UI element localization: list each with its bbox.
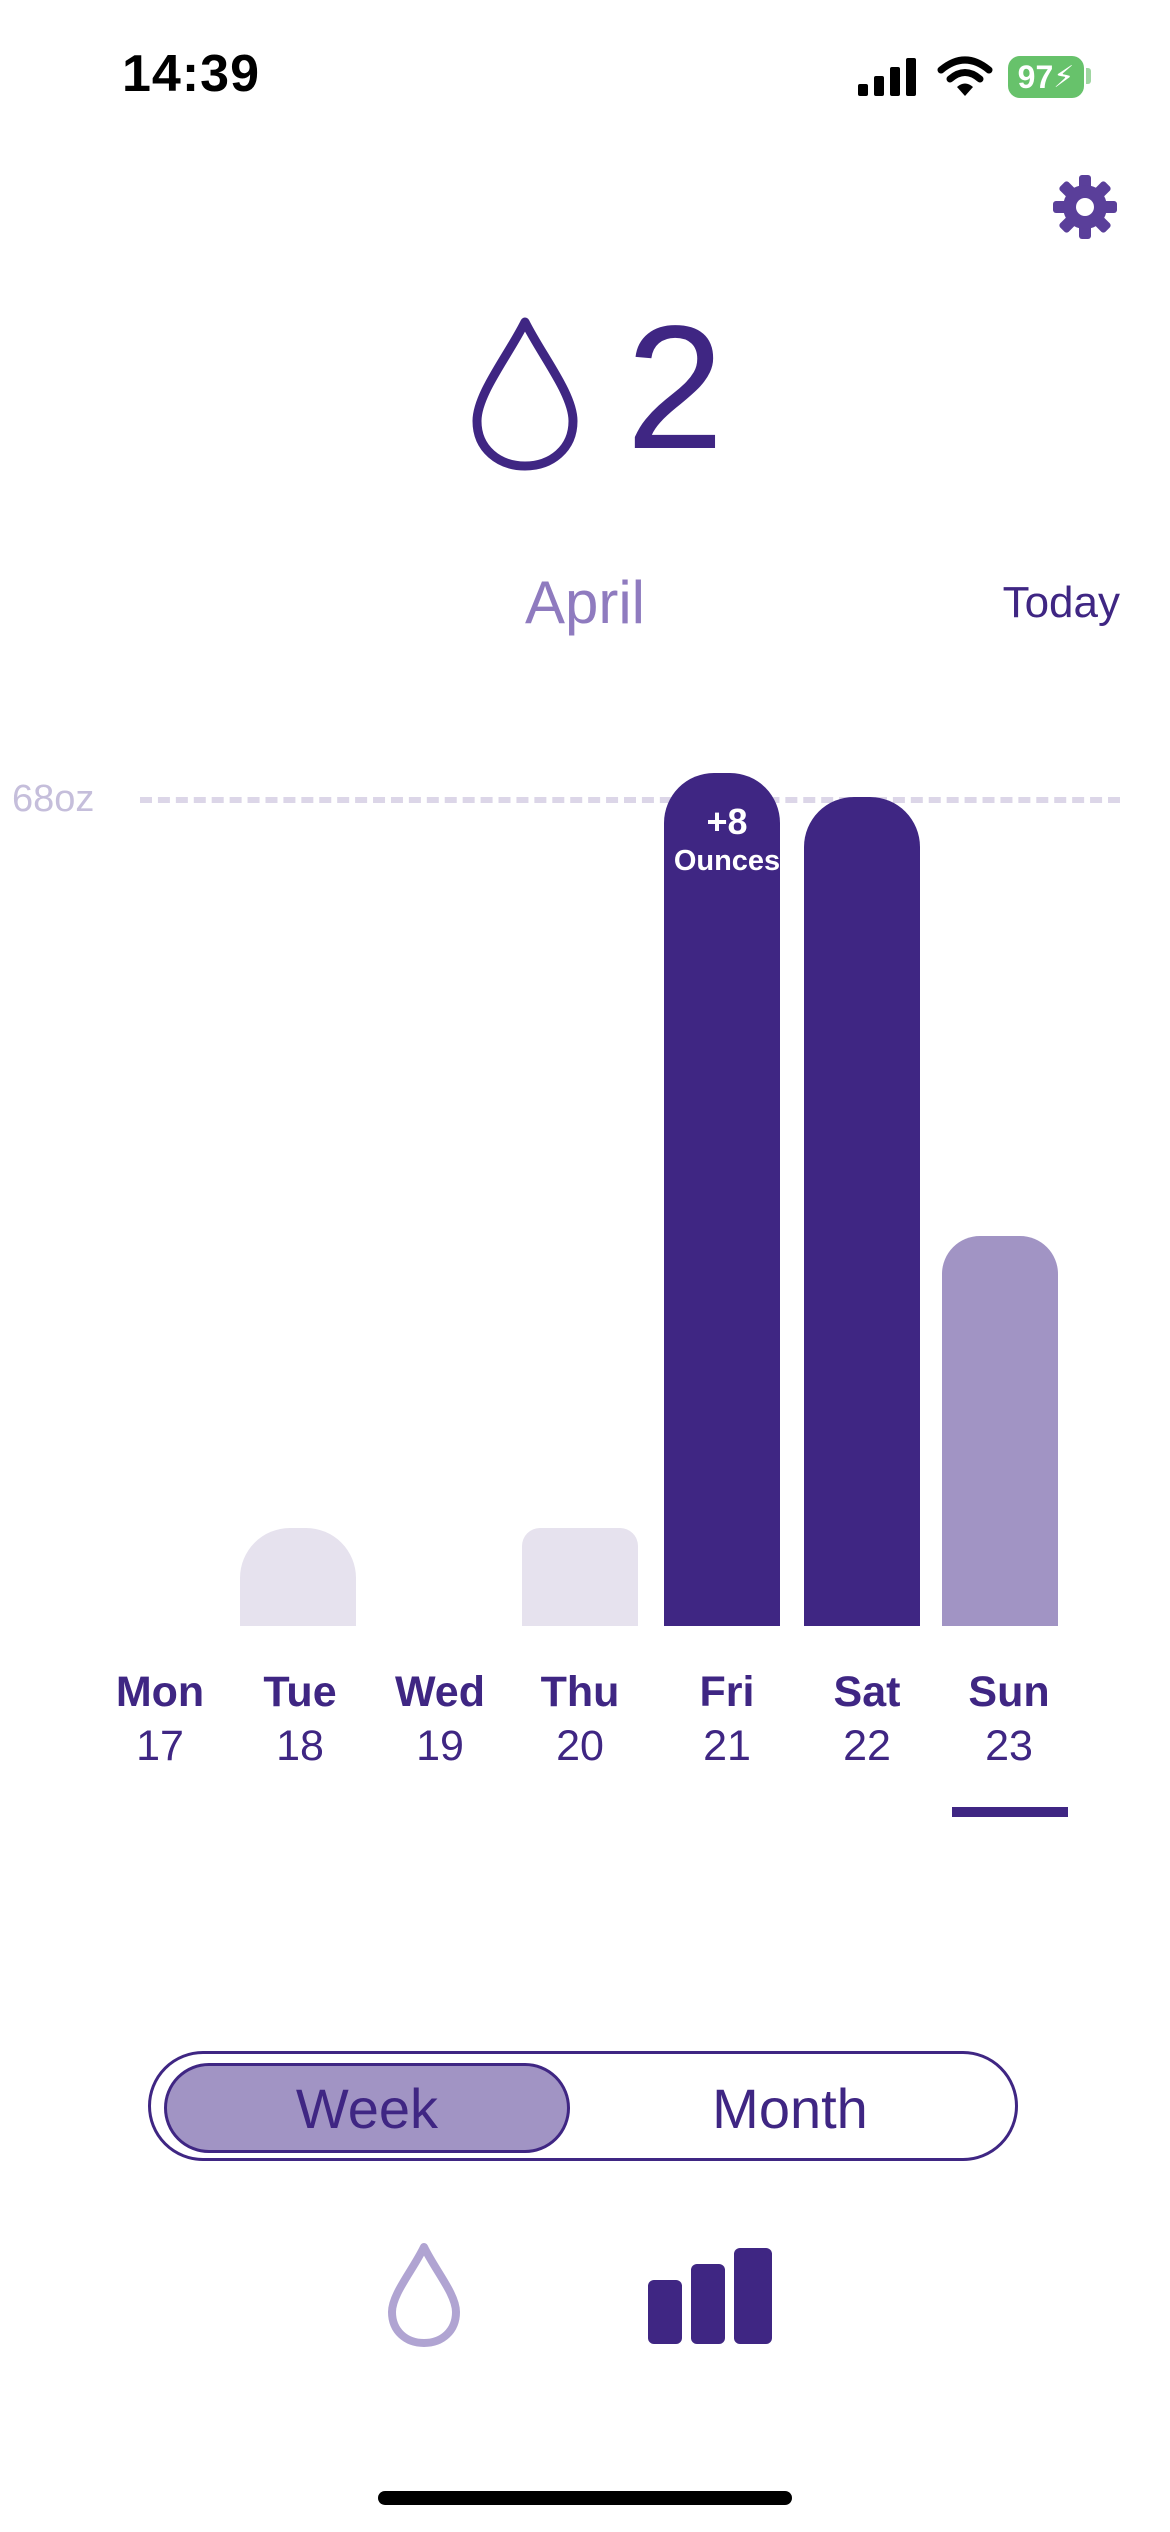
segment-week[interactable]: Week — [164, 2063, 570, 2153]
cellular-signal-icon — [858, 58, 916, 96]
month-title: April — [524, 569, 646, 636]
battery-level: 97 — [1017, 58, 1054, 95]
today-button[interactable]: Today — [1002, 578, 1120, 627]
battery-nub — [1086, 68, 1091, 84]
status-time: 14:39 — [122, 45, 260, 103]
drink-count: 2 — [626, 290, 724, 486]
day-label-fri[interactable]: Fri 21 — [662, 1666, 792, 1774]
battery-icon: 97 ⚡ — [1008, 56, 1084, 98]
day-name: Sat — [833, 1668, 901, 1716]
day-date: 22 — [843, 1722, 891, 1770]
bar-tue[interactable] — [240, 1528, 356, 1626]
goal-line — [140, 797, 1120, 803]
bar-sat[interactable] — [804, 797, 920, 1626]
bar-sun[interactable] — [942, 1236, 1058, 1626]
day-label-tue[interactable]: Tue 18 — [235, 1666, 365, 1774]
bar-thu[interactable] — [522, 1528, 638, 1626]
bar-amount-unit: Ounces — [673, 845, 781, 877]
day-date: 18 — [276, 1722, 324, 1770]
goal-label: 68oz — [12, 778, 95, 820]
day-date: 21 — [703, 1722, 751, 1770]
day-name: Wed — [395, 1668, 485, 1716]
day-date: 19 — [416, 1722, 464, 1770]
drop-icon[interactable] — [386, 2242, 462, 2348]
period-segmented-control — [148, 2051, 1018, 2161]
day-name: Tue — [263, 1668, 337, 1716]
day-date: 20 — [556, 1722, 604, 1770]
bar-amount-label: +8 Ounces — [668, 800, 786, 878]
day-label-sat[interactable]: Sat 22 — [802, 1666, 932, 1774]
selected-day-indicator — [952, 1807, 1068, 1817]
segment-month[interactable]: Month — [712, 2076, 868, 2140]
gear-icon[interactable] — [1052, 174, 1118, 240]
day-label-mon[interactable]: Mon 17 — [95, 1666, 225, 1774]
bar-fri[interactable] — [664, 773, 780, 1626]
bar-chart-icon[interactable] — [648, 2248, 778, 2344]
home-indicator — [378, 2491, 792, 2505]
bar-amount-value: +8 — [706, 801, 748, 842]
day-name: Sun — [968, 1668, 1050, 1716]
day-date: 17 — [136, 1722, 184, 1770]
day-name: Thu — [540, 1668, 620, 1716]
day-label-sun[interactable]: Sun 23 — [944, 1666, 1074, 1774]
day-label-thu[interactable]: Thu 20 — [515, 1666, 645, 1774]
water-drop-icon — [472, 317, 578, 471]
day-name: Fri — [699, 1668, 755, 1716]
wifi-icon — [937, 56, 993, 96]
day-date: 23 — [985, 1722, 1033, 1770]
day-label-wed[interactable]: Wed 19 — [375, 1666, 505, 1774]
day-name: Mon — [115, 1668, 205, 1716]
